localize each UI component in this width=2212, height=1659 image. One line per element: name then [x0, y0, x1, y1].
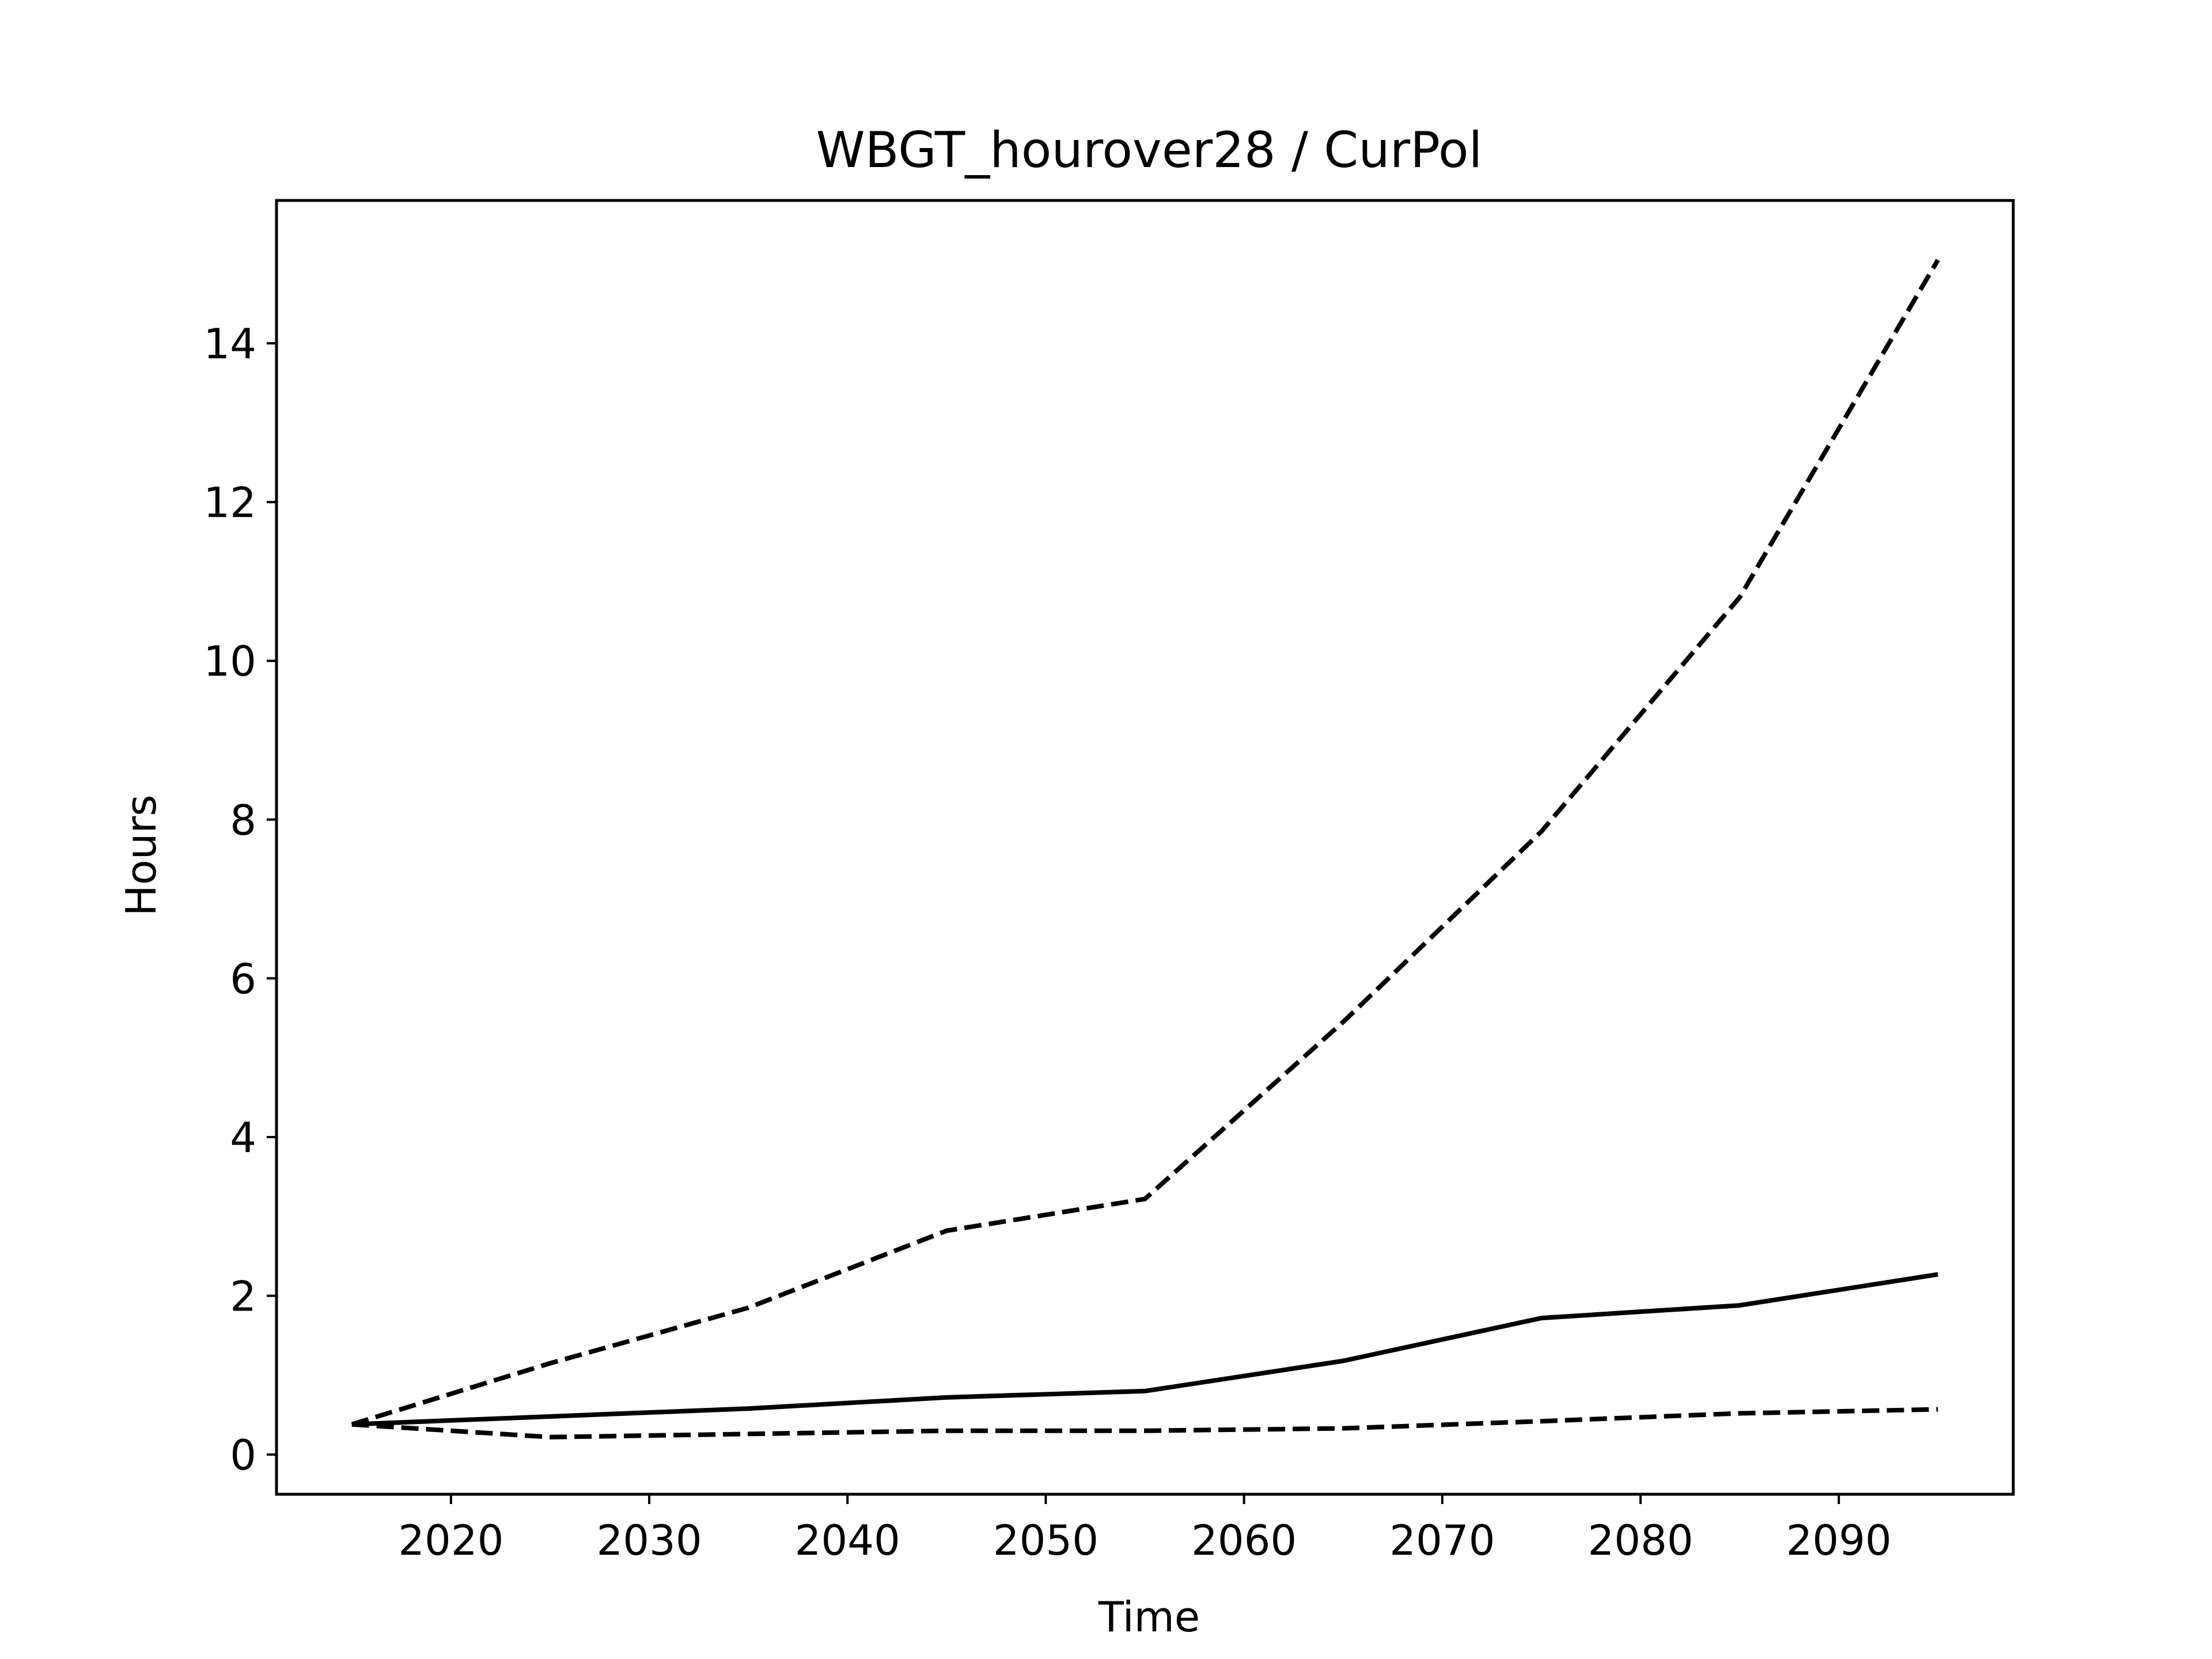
series-layer: [351, 259, 1940, 1440]
y-tick-label: 10: [203, 637, 256, 685]
series-line-dashed-1: [351, 259, 1940, 1427]
x-tick-label: 2030: [596, 1516, 702, 1565]
y-axis-label: Hours: [117, 795, 165, 916]
series-line-solid: [351, 1272, 1938, 1427]
y-tick-label: 6: [230, 955, 256, 1003]
x-tick-label: 2080: [1588, 1516, 1693, 1565]
x-tick-label: 2040: [795, 1516, 900, 1565]
y-tick-label: 12: [203, 479, 256, 527]
tick-layer: 2020 2030 2040 2050 2060 2070 2080 2090 0 2 4 6 8 10 1…: [203, 320, 1891, 1565]
y-tick-label: 8: [230, 796, 256, 844]
x-tick-label: 2090: [1786, 1516, 1892, 1565]
y-tick-label: 14: [203, 320, 256, 368]
x-tick-label: 2020: [398, 1516, 503, 1565]
plot-frame: [275, 199, 2015, 1496]
series-line-dashed-3: [351, 1407, 1938, 1440]
x-tick-label: 2060: [1191, 1516, 1297, 1565]
x-axis-label: Time: [1098, 1593, 1200, 1641]
y-tick-label: 4: [230, 1113, 256, 1162]
x-tick-label: 2050: [993, 1516, 1099, 1565]
y-tick-label: 2: [230, 1272, 256, 1321]
chart-title: WBGT_hourover28 / CurPol: [816, 122, 1483, 179]
y-tick-label: 0: [230, 1431, 256, 1479]
x-tick-label: 2070: [1389, 1516, 1495, 1565]
